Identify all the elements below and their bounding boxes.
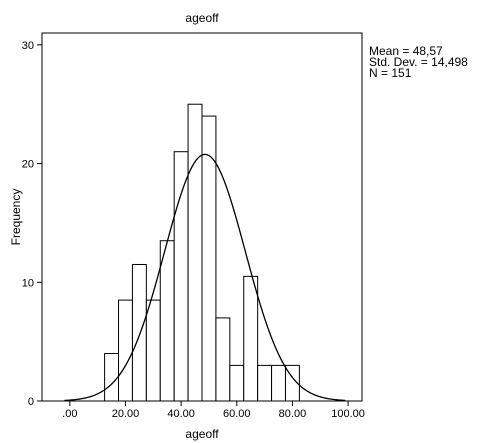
histogram-bar-8 — [201, 115, 217, 402]
chart-title: ageoff — [185, 11, 219, 25]
histogram-bar-9 — [215, 317, 231, 402]
histogram-bar-1 — [104, 353, 120, 402]
x-tick-label: 60.00 — [223, 408, 251, 420]
histogram-bar-7 — [187, 103, 203, 402]
x-axis-label: ageoff — [185, 427, 219, 441]
stats-line-2: Std. Dev. = 14,498 — [369, 55, 468, 69]
y-tick-label: 10 — [22, 277, 34, 289]
y-axis-label: Frequency — [9, 189, 23, 246]
histogram-bar-3 — [131, 263, 147, 402]
y-tick-label: 20 — [22, 159, 34, 171]
stats-line-1: Mean = 48,57 — [369, 44, 443, 58]
x-tick-label: 100.00 — [331, 408, 365, 420]
histogram-bar-12 — [257, 364, 273, 402]
histogram-bar-6 — [173, 151, 189, 402]
plot-area: .00 20.00 40.00 60.00 80.00 100.00 0 10 20 30 — [22, 32, 365, 420]
y-tick-label: 0 — [28, 396, 34, 408]
histogram-bar-11 — [243, 275, 259, 402]
histogram-bar-10 — [229, 364, 245, 402]
x-tick-label: 80.00 — [279, 408, 307, 420]
histogram-bar-4 — [145, 299, 161, 402]
histogram-bar-5 — [159, 240, 175, 402]
normal-curve — [64, 153, 346, 402]
x-tick-label: 40.00 — [167, 408, 195, 420]
stats-line-3: N = 151 — [369, 66, 412, 80]
x-tick-label: .00 — [62, 408, 77, 420]
y-tick-label: 30 — [22, 40, 34, 52]
histogram-bar-2 — [118, 299, 133, 402]
x-tick-label: 20.00 — [112, 408, 140, 420]
histogram-bar-13 — [271, 364, 286, 402]
